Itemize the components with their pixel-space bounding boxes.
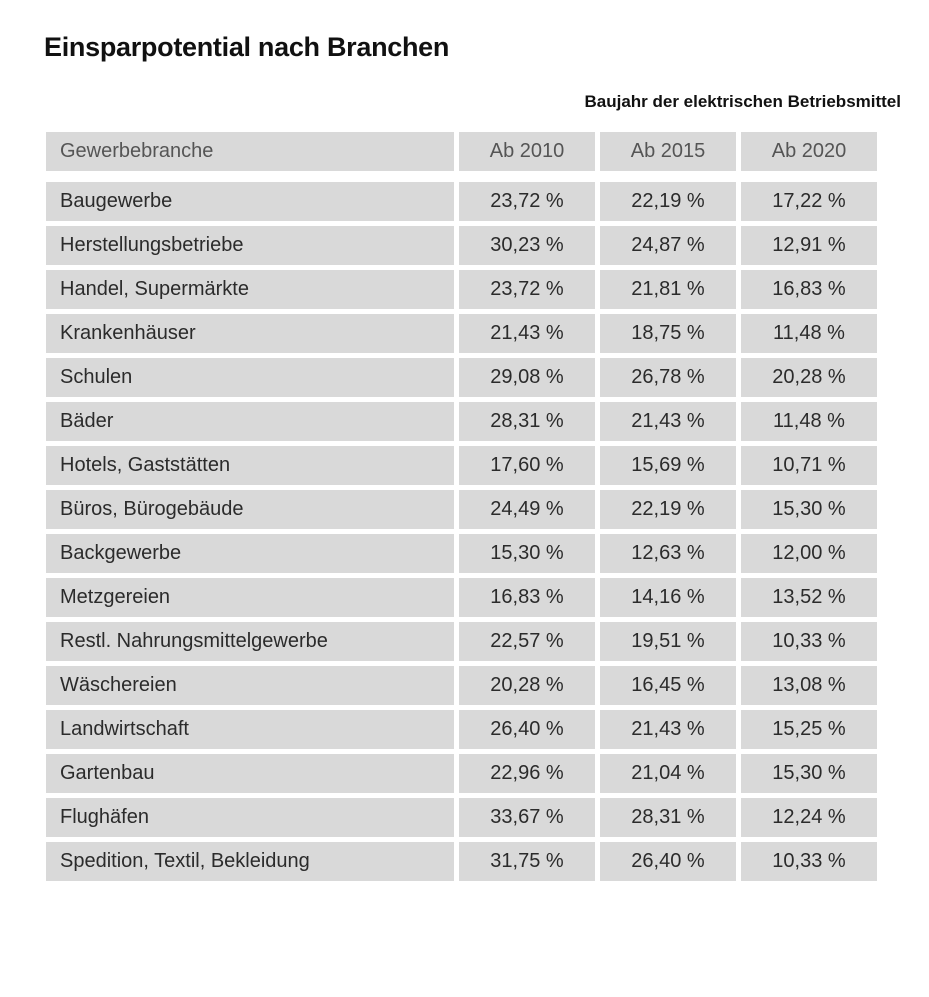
table-row: Gartenbau 22,96 % 21,04 % 15,30 % <box>46 754 877 793</box>
sector-cell: Hotels, Gaststätten <box>46 446 454 485</box>
header-row: Gewerbebranche Ab 2010 Ab 2015 Ab 2020 <box>46 132 877 171</box>
header-2020: Ab 2020 <box>741 132 877 171</box>
value-2010: 22,57 % <box>459 622 595 661</box>
value-2010: 23,72 % <box>459 270 595 309</box>
table-row: Büros, Bürogebäude 24,49 % 22,19 % 15,30 % <box>46 490 877 529</box>
sector-cell: Bäder <box>46 402 454 441</box>
savings-table: Gewerbebranche Ab 2010 Ab 2015 Ab 2020 B… <box>41 127 882 886</box>
sector-cell: Baugewerbe <box>46 182 454 221</box>
value-2015: 26,78 % <box>600 358 736 397</box>
table-row: Herstellungsbetriebe 30,23 % 24,87 % 12,91 … <box>46 226 877 265</box>
sector-cell: Landwirtschaft <box>46 710 454 749</box>
value-2010: 26,40 % <box>459 710 595 749</box>
table-row: Flughäfen 33,67 % 28,31 % 12,24 % <box>46 798 877 837</box>
value-2020: 13,08 % <box>741 666 877 705</box>
table-row: Landwirtschaft 26,40 % 21,43 % 15,25 % <box>46 710 877 749</box>
sector-cell: Büros, Bürogebäude <box>46 490 454 529</box>
value-2010: 21,43 % <box>459 314 595 353</box>
value-2020: 15,25 % <box>741 710 877 749</box>
header-sector: Gewerbebranche <box>46 132 454 171</box>
header-2015: Ab 2015 <box>600 132 736 171</box>
sector-cell: Schulen <box>46 358 454 397</box>
sector-cell: Spedition, Textil, Bekleidung <box>46 842 454 881</box>
sector-cell: Backgewerbe <box>46 534 454 573</box>
table-row: Handel, Supermärkte 23,72 % 21,81 % 16,83 % <box>46 270 877 309</box>
value-2015: 28,31 % <box>600 798 736 837</box>
value-2010: 20,28 % <box>459 666 595 705</box>
column-group-caption: Baujahr der elektrischen Betriebsmittel <box>584 92 901 111</box>
value-2010: 22,96 % <box>459 754 595 793</box>
value-2010: 23,72 % <box>459 182 595 221</box>
value-2020: 12,24 % <box>741 798 877 837</box>
sector-cell: Restl. Nahrungsmittelgewerbe <box>46 622 454 661</box>
value-2010: 33,67 % <box>459 798 595 837</box>
table-row: Backgewerbe 15,30 % 12,63 % 12,00 % <box>46 534 877 573</box>
table-row: Krankenhäuser 21,43 % 18,75 % 11,48 % <box>46 314 877 353</box>
value-2020: 10,71 % <box>741 446 877 485</box>
table-row: Wäschereien 20,28 % 16,45 % 13,08 % <box>46 666 877 705</box>
table-row: Spedition, Textil, Bekleidung 31,75 % 26,4… <box>46 842 877 881</box>
sector-cell: Wäschereien <box>46 666 454 705</box>
value-2010: 15,30 % <box>459 534 595 573</box>
value-2020: 16,83 % <box>741 270 877 309</box>
value-2020: 11,48 % <box>741 314 877 353</box>
value-2010: 28,31 % <box>459 402 595 441</box>
value-2015: 16,45 % <box>600 666 736 705</box>
value-2010: 16,83 % <box>459 578 595 617</box>
table-row: Hotels, Gaststätten 17,60 % 15,69 % 10,71 % <box>46 446 877 485</box>
table-row: Metzgereien 16,83 % 14,16 % 13,52 % <box>46 578 877 617</box>
value-2020: 20,28 % <box>741 358 877 397</box>
table-row: Schulen 29,08 % 26,78 % 20,28 % <box>46 358 877 397</box>
value-2015: 26,40 % <box>600 842 736 881</box>
sector-cell: Herstellungsbetriebe <box>46 226 454 265</box>
sector-cell: Krankenhäuser <box>46 314 454 353</box>
value-2015: 21,04 % <box>600 754 736 793</box>
header-2010: Ab 2010 <box>459 132 595 171</box>
value-2020: 10,33 % <box>741 622 877 661</box>
value-2015: 22,19 % <box>600 490 736 529</box>
sector-cell: Metzgereien <box>46 578 454 617</box>
value-2015: 15,69 % <box>600 446 736 485</box>
sector-cell: Flughäfen <box>46 798 454 837</box>
value-2020: 12,00 % <box>741 534 877 573</box>
value-2010: 31,75 % <box>459 842 595 881</box>
table-row: Bäder 28,31 % 21,43 % 11,48 % <box>46 402 877 441</box>
value-2015: 21,43 % <box>600 402 736 441</box>
value-2010: 17,60 % <box>459 446 595 485</box>
value-2015: 14,16 % <box>600 578 736 617</box>
value-2020: 11,48 % <box>741 402 877 441</box>
sector-cell: Handel, Supermärkte <box>46 270 454 309</box>
value-2010: 24,49 % <box>459 490 595 529</box>
value-2020: 13,52 % <box>741 578 877 617</box>
value-2015: 19,51 % <box>600 622 736 661</box>
value-2010: 30,23 % <box>459 226 595 265</box>
table-row: Restl. Nahrungsmittelgewerbe 22,57 % 19,51… <box>46 622 877 661</box>
value-2015: 22,19 % <box>600 182 736 221</box>
table-row: Baugewerbe 23,72 % 22,19 % 17,22 % <box>46 182 877 221</box>
value-2020: 15,30 % <box>741 490 877 529</box>
value-2010: 29,08 % <box>459 358 595 397</box>
value-2020: 17,22 % <box>741 182 877 221</box>
value-2020: 12,91 % <box>741 226 877 265</box>
sector-cell: Gartenbau <box>46 754 454 793</box>
value-2015: 24,87 % <box>600 226 736 265</box>
value-2015: 12,63 % <box>600 534 736 573</box>
value-2015: 21,43 % <box>600 710 736 749</box>
value-2015: 21,81 % <box>600 270 736 309</box>
value-2020: 15,30 % <box>741 754 877 793</box>
page-title: Einsparpotential nach Branchen <box>44 32 450 62</box>
value-2020: 10,33 % <box>741 842 877 881</box>
value-2015: 18,75 % <box>600 314 736 353</box>
